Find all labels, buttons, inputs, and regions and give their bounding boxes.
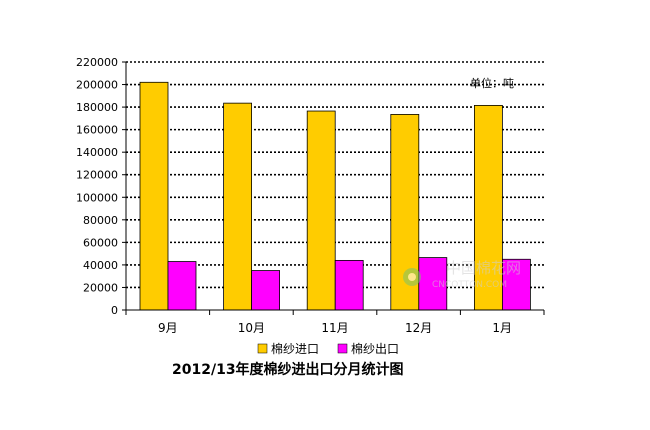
watermark-logo-inner-icon (408, 273, 416, 281)
watermark-text: 中国棉花网 (446, 259, 521, 277)
chart-title: 2012/13年度棉纱进出口分月统计图 (172, 361, 404, 378)
y-tick-label: 160000 (76, 124, 118, 137)
y-tick-label: 200000 (76, 79, 118, 92)
bar-import (139, 81, 169, 311)
x-tick-label: 1月 (492, 321, 512, 335)
x-axis-labels: 9月 10月 11月 12月 1月 (125, 310, 545, 335)
bar-export (334, 259, 364, 311)
y-tick-label: 80000 (83, 214, 118, 227)
y-tick-label: 60000 (83, 236, 118, 249)
y-tick-label: 100000 (76, 191, 118, 204)
bar-export (418, 257, 448, 311)
unit-label: 单位：吨 (470, 76, 514, 90)
bar-import (306, 110, 336, 311)
y-tick-label: 20000 (83, 281, 118, 294)
bar-import (223, 102, 253, 311)
bar-import (473, 105, 503, 311)
legend: 棉纱进口 棉纱出口 (257, 342, 399, 356)
legend-swatch-import (257, 343, 268, 354)
watermark: 中国棉花网 CNCOTTON.COM (403, 259, 521, 290)
y-tick-label: 140000 (76, 146, 118, 159)
y-axis-ticks: 0 20000 40000 60000 80000 100000 120000 140000 1… (76, 56, 126, 317)
axes (125, 62, 544, 311)
x-tick-label: 9月 (158, 321, 178, 335)
y-tick-label: 120000 (76, 169, 118, 182)
legend-swatch-export (337, 343, 348, 354)
x-tick-label: 10月 (238, 321, 265, 335)
x-tick-label: 11月 (321, 321, 348, 335)
bar-export (501, 258, 531, 311)
y-tick-label: 180000 (76, 101, 118, 114)
bar-export (251, 270, 281, 311)
bar-export (167, 261, 197, 311)
y-tick-label: 0 (111, 304, 118, 317)
y-tick-label: 220000 (76, 56, 118, 69)
watermark-subtext: CNCOTTON.COM (432, 280, 507, 290)
y-tick-label: 40000 (83, 259, 118, 272)
legend-label-import: 棉纱进口 (271, 342, 319, 356)
legend-label-export: 棉纱出口 (351, 342, 399, 356)
x-tick-label: 12月 (405, 321, 432, 335)
